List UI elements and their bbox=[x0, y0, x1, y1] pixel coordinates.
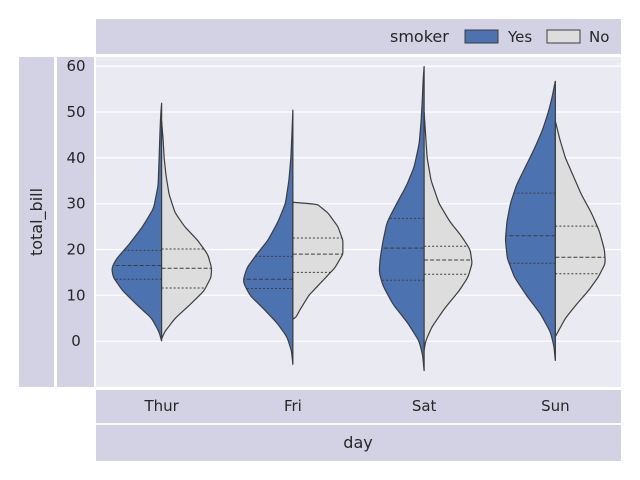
violin-yes-sun bbox=[504, 80, 556, 362]
y-tick-20: 20 bbox=[66, 241, 85, 259]
x-tick-labels: Thur Fri Sat Sun bbox=[143, 397, 569, 415]
violin-no-fri bbox=[292, 201, 344, 320]
legend-band bbox=[96, 19, 621, 54]
violin-yes-fri bbox=[243, 109, 294, 366]
legend-swatch-yes bbox=[464, 29, 499, 44]
y-tick-0: 0 bbox=[71, 332, 81, 350]
y-tick-labels: 0 10 20 30 40 50 60 bbox=[66, 57, 85, 350]
violin-yes-sat bbox=[378, 66, 425, 372]
x-tick-thur: Thur bbox=[143, 397, 179, 415]
x-tick-fri: Fri bbox=[284, 397, 302, 415]
y-tick-40: 40 bbox=[66, 149, 85, 167]
yticks-band bbox=[57, 57, 94, 387]
xticks-band bbox=[96, 390, 621, 423]
y-tick-50: 50 bbox=[66, 103, 85, 121]
legend: smoker Yes No bbox=[390, 27, 609, 46]
y-tick-60: 60 bbox=[66, 57, 85, 75]
legend-swatch-no bbox=[546, 29, 581, 44]
violins bbox=[111, 66, 606, 372]
ylabel-band bbox=[19, 57, 54, 387]
y-tick-30: 30 bbox=[66, 195, 85, 213]
y-tick-10: 10 bbox=[66, 286, 85, 304]
violin-no-sun bbox=[554, 121, 606, 338]
violin-no-thur bbox=[161, 121, 213, 340]
xlabel-band bbox=[96, 425, 621, 461]
legend-title: smoker bbox=[390, 27, 449, 46]
y-axis-label: total_bill bbox=[27, 188, 47, 256]
x-axis-label: day bbox=[343, 433, 372, 452]
violin-yes-thur bbox=[111, 102, 163, 342]
legend-label-no: No bbox=[589, 28, 609, 46]
x-tick-sat: Sat bbox=[412, 397, 437, 415]
violin-no-sat bbox=[423, 111, 473, 352]
x-tick-sun: Sun bbox=[541, 397, 570, 415]
legend-label-yes: Yes bbox=[507, 28, 532, 46]
